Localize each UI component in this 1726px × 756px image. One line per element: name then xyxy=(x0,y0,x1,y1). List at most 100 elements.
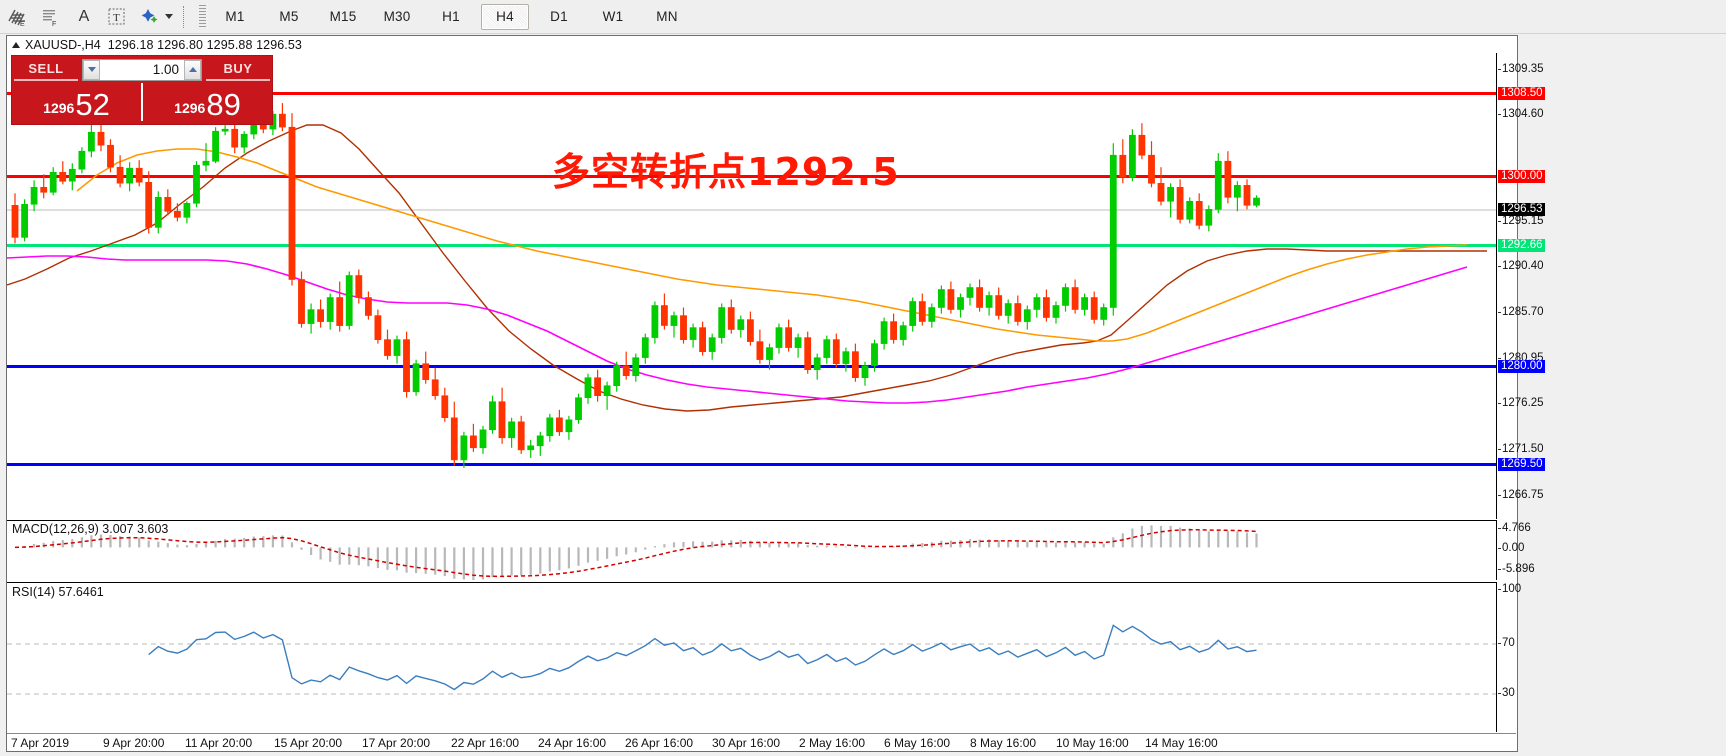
price-scale[interactable]: 1309.35 1304.60 1295.15 1290.40 1285.70 … xyxy=(1498,53,1545,519)
time-label: 9 Apr 20:00 xyxy=(103,736,165,750)
chart-symbol-label: XAUUSD-,H4 xyxy=(25,37,101,52)
macd-tick: -5.896 xyxy=(1498,563,1535,575)
chart-window: XAUUSD-,H4 1296.18 1296.80 1295.88 1296.… xyxy=(6,35,1545,752)
ma-magenta-line xyxy=(7,255,1468,404)
toolbar-separator xyxy=(183,5,185,28)
time-label: 11 Apr 20:00 xyxy=(185,736,253,750)
ask-price-integer: 1296 xyxy=(174,100,206,116)
time-label: 24 Apr 16:00 xyxy=(538,736,607,750)
time-axis: 7 Apr 2019 9 Apr 20:00 11 Apr 20:00 15 A… xyxy=(7,733,1516,751)
time-label: 2 May 16:00 xyxy=(799,736,866,750)
rsi-tick: 70 xyxy=(1498,637,1515,649)
timeframe-h4[interactable]: H4 xyxy=(481,3,529,30)
rsi-tick: 30 xyxy=(1498,687,1515,699)
ask-price[interactable]: 1296 89 xyxy=(143,81,272,121)
ma-brown-line xyxy=(7,124,1487,412)
ask-price-decimal: 89 xyxy=(206,87,241,122)
macd-scale: 4.766 0.00 -5.896 xyxy=(1497,520,1535,580)
time-label: 22 Apr 16:00 xyxy=(451,736,520,750)
bid-price-decimal: 52 xyxy=(75,87,110,122)
svg-text:E: E xyxy=(20,21,25,27)
time-label: 10 May 16:00 xyxy=(1056,736,1129,750)
objects-icon[interactable] xyxy=(135,4,165,30)
price-tag-current: 1296.53 xyxy=(1498,203,1545,216)
macd-label: MACD(12,26,9) 3.007 3.603 xyxy=(12,522,169,536)
time-label: 15 Apr 20:00 xyxy=(274,736,343,750)
timeframe-m15[interactable]: M15 xyxy=(329,9,357,24)
timeframe-m30[interactable]: M30 xyxy=(383,9,411,24)
price-tag-1292: 1292.66 xyxy=(1498,239,1545,252)
macd-plot xyxy=(14,525,1258,580)
timeframe-m5[interactable]: M5 xyxy=(279,9,299,24)
price-tick: 1295.15 xyxy=(1498,215,1544,227)
macd-histogram xyxy=(23,525,1258,580)
indicators-icon[interactable]: E xyxy=(3,4,33,30)
price-divider xyxy=(141,83,143,121)
time-label: 8 May 16:00 xyxy=(970,736,1037,750)
rsi-plot xyxy=(7,624,1496,695)
main-toolbar: E F A T xyxy=(0,0,1726,34)
rsi-scale: 100 70 30 xyxy=(1497,582,1521,732)
price-tick: 1309.35 xyxy=(1498,63,1544,75)
price-pane[interactable]: 多空转折点1292.5 xyxy=(7,53,1497,519)
trade-panel-top-row: SELL 1.00 BUY xyxy=(12,56,272,81)
ma-orange-line xyxy=(76,148,1468,342)
bid-price-integer: 1296 xyxy=(43,100,75,116)
chevron-down-icon xyxy=(87,67,96,72)
macd-pane[interactable]: MACD(12,26,9) 3.007 3.603 xyxy=(7,520,1497,580)
price-tick: 1276.25 xyxy=(1498,397,1544,409)
text-label-icon[interactable]: T xyxy=(102,4,132,30)
timeframe-m1[interactable]: M1 xyxy=(225,9,245,24)
time-label: 6 May 16:00 xyxy=(884,736,951,750)
macd-signal-line xyxy=(14,528,1257,578)
one-click-trading-panel[interactable]: SELL 1.00 BUY 1296 52 xyxy=(11,55,273,125)
chevron-up-icon xyxy=(188,67,197,72)
chart-ohlc-values: 1296.18 1296.80 1295.88 1296.53 xyxy=(107,37,302,52)
price-tag-1308: 1308.50 xyxy=(1498,87,1545,100)
text-icon[interactable]: A xyxy=(78,7,90,25)
volume-decrease-button[interactable] xyxy=(83,59,100,80)
volume-value[interactable]: 1.00 xyxy=(152,62,179,77)
rsi-tick: 100 xyxy=(1497,583,1522,595)
objects-dropdown-arrow[interactable] xyxy=(161,4,175,30)
sell-button[interactable]: SELL xyxy=(14,58,78,81)
timeframe-h1[interactable]: H1 xyxy=(442,9,460,24)
candlestick-series xyxy=(11,100,1260,468)
rsi-pane[interactable]: RSI(14) 57.6461 xyxy=(7,582,1497,732)
chart-header: XAUUSD-,H4 1296.18 1296.80 1295.88 1296.… xyxy=(7,36,1517,53)
collapse-triangle-icon[interactable] xyxy=(12,41,20,48)
rsi-line xyxy=(148,624,1257,691)
price-tick: 1266.75 xyxy=(1498,489,1544,501)
timeframe-d1[interactable]: D1 xyxy=(550,9,568,24)
macd-tick: 4.766 xyxy=(1498,522,1531,534)
time-label: 14 May 16:00 xyxy=(1145,736,1218,750)
templates-icon[interactable]: F xyxy=(36,4,66,30)
price-plot xyxy=(7,92,1496,468)
price-tag-1280: 1280.00 xyxy=(1498,360,1545,373)
svg-text:F: F xyxy=(52,21,56,27)
time-label: 17 Apr 20:00 xyxy=(362,736,431,750)
trade-panel-prices: 1296 52 1296 89 xyxy=(12,81,272,121)
time-label: 7 Apr 2019 xyxy=(11,736,70,750)
volume-increase-button[interactable] xyxy=(184,59,201,80)
bid-price[interactable]: 1296 52 xyxy=(12,81,141,121)
toolbar-grip[interactable] xyxy=(199,4,206,29)
timeframe-mn[interactable]: MN xyxy=(656,9,678,24)
price-tick: 1271.50 xyxy=(1498,443,1544,455)
buy-button[interactable]: BUY xyxy=(206,58,270,81)
macd-tick: 0.00 xyxy=(1497,542,1525,554)
volume-input[interactable]: 1.00 xyxy=(82,58,202,81)
timeframe-w1[interactable]: W1 xyxy=(602,9,624,24)
price-tick: 1280.95 xyxy=(1498,352,1544,364)
chevron-down-icon xyxy=(165,14,173,19)
time-label: 30 Apr 16:00 xyxy=(712,736,781,750)
svg-text:T: T xyxy=(113,12,120,24)
rsi-label: RSI(14) 57.6461 xyxy=(12,585,104,599)
price-tag-1300: 1300.00 xyxy=(1498,170,1545,183)
chart-annotation-text: 多空转折点1292.5 xyxy=(552,150,900,194)
price-tag-1269: 1269.50 xyxy=(1498,458,1545,471)
time-label: 26 Apr 16:00 xyxy=(625,736,694,750)
price-tick: 1290.40 xyxy=(1498,260,1544,272)
price-tick: 1304.60 xyxy=(1498,108,1544,120)
